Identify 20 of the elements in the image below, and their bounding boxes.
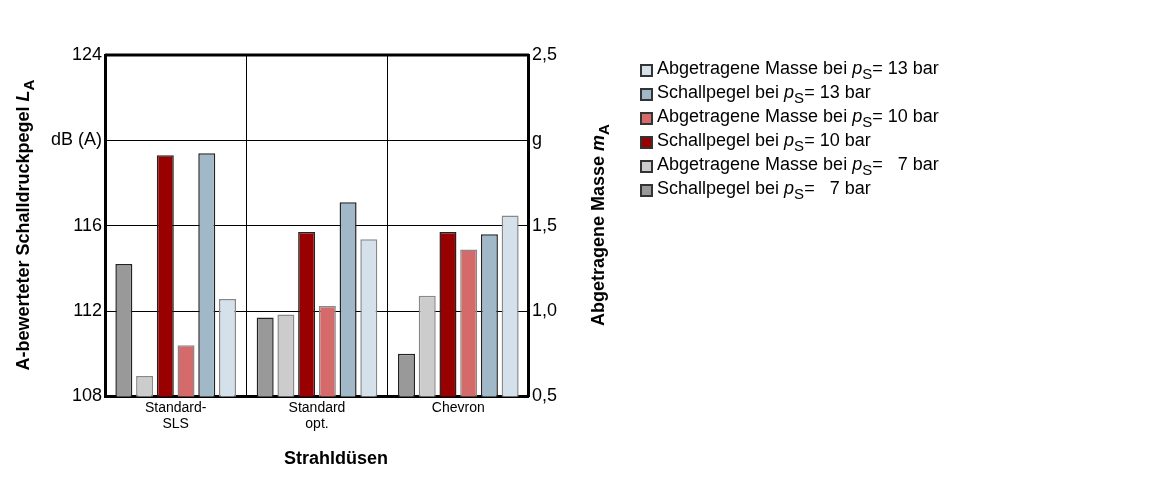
x-axis-title: Strahldüsen (283, 447, 389, 469)
x-tick-label: Chevron (431, 398, 485, 415)
y2-tick-label: g (531, 129, 542, 150)
legend-label: Schallpegel bei p$_{S}$= 10 bar (657, 130, 871, 154)
legend-label: Abgetragene Masse bei p$_{S}$= 13 bar (657, 58, 939, 82)
legend-label: Abgetragene Masse bei p$_{S}$= 7 bar (657, 154, 939, 178)
y2-tick-label: 0,5 (531, 385, 558, 406)
legend-label: Abgetragene Masse bei p$_{S}$= 10 bar (657, 106, 939, 130)
y-tick-label: dB (A) (51, 129, 103, 150)
x-tick-label: Standard opt. (288, 398, 346, 432)
x-tick-label: Standard-SLS (144, 398, 207, 432)
legend-label: Schallpegel bei p$_{S}$= 7 bar (657, 178, 871, 202)
y2-tick-label: 1,5 (531, 214, 558, 235)
y-tick-label: 112 (73, 300, 103, 321)
y2-tick-label: 1,0 (531, 300, 558, 321)
y-tick-label: 116 (73, 214, 103, 235)
legend-label: Schallpegel bei p$_{S}$= 13 bar (657, 82, 871, 106)
y-tick-label: 108 (71, 385, 103, 406)
y2-tick-label: 2,5 (531, 43, 558, 64)
y-tick-label: 124 (71, 43, 103, 64)
